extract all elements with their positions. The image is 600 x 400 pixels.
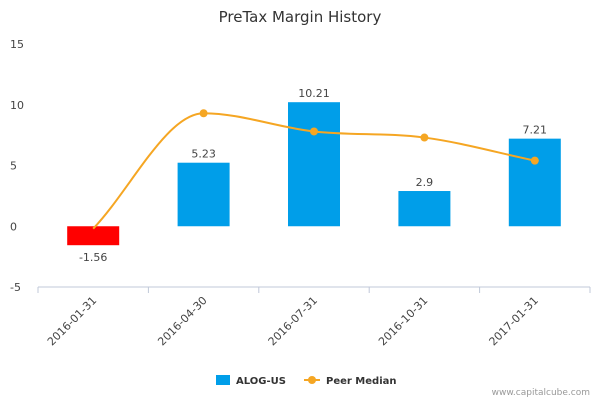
y-tick-label: 10: [10, 99, 24, 112]
y-tick-label: -5: [10, 281, 21, 294]
bar-data-label: 2.9: [416, 176, 434, 189]
x-tick-label: 2016-10-31: [376, 294, 430, 348]
legend-label-alog: ALOG-US: [236, 376, 286, 387]
y-axis: 15 10 5 0 -5: [10, 38, 24, 294]
bar-2016-01-31: [67, 226, 120, 246]
chart-title: PreTax Margin History: [219, 8, 382, 26]
legend-swatch-alog: [216, 375, 230, 385]
x-tick-label: 2016-07-31: [266, 294, 320, 348]
bar-series: [67, 102, 561, 246]
bar-2016-07-31: [288, 102, 340, 227]
peer-median-point: [420, 133, 429, 142]
peer-median-line: [92, 112, 536, 230]
bar-2017-01-31: [508, 138, 561, 227]
y-tick-label: 15: [10, 38, 24, 51]
credit-text: www.capitalcube.com: [492, 388, 590, 398]
peer-median-point: [310, 127, 318, 136]
peer-median-point: [199, 109, 208, 118]
bar-data-label: 10.21: [298, 87, 330, 100]
bar-2016-04-30: [177, 162, 230, 227]
bar-data-labels: -1.56 5.23 10.21 2.9 7.21: [79, 87, 547, 264]
x-axis: 2016-01-31 2016-04-30 2016-07-31 2016-10-31…: [37, 286, 591, 348]
x-tick-label: 2017-01-31: [487, 294, 541, 348]
legend: ALOG-US Peer Median: [216, 375, 397, 387]
x-tick-label: 2016-04-30: [155, 294, 209, 348]
y-tick-label: 0: [10, 220, 17, 233]
x-tick-label: 2016-01-31: [45, 294, 99, 348]
bar-data-label: -1.56: [79, 251, 107, 264]
y-tick-label: 5: [10, 160, 17, 173]
legend-swatch-peer-marker: [308, 376, 316, 384]
bar-data-label: 5.23: [191, 148, 216, 161]
bar-2016-10-31: [398, 191, 451, 227]
bar-data-label: 7.21: [523, 124, 548, 137]
peer-median-point: [530, 156, 539, 165]
peer-median-series: [92, 109, 539, 230]
legend-label-peer: Peer Median: [326, 376, 397, 387]
